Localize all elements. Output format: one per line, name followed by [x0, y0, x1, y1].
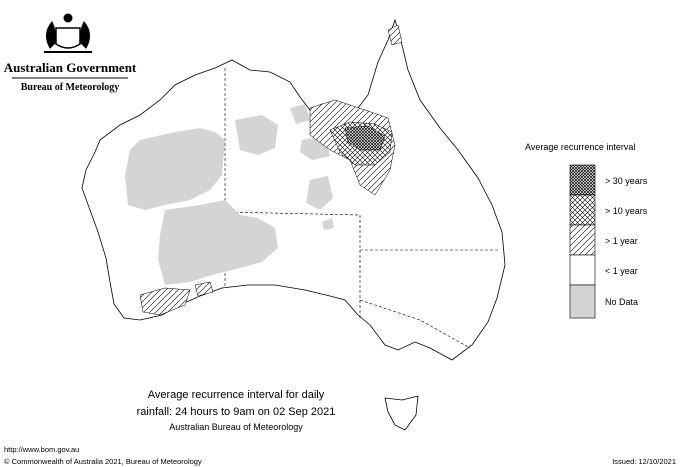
- header-subtitle: Bureau of Meteorology: [21, 82, 120, 93]
- no-data-areas: [125, 104, 334, 285]
- legend-label: > 30 years: [605, 176, 648, 186]
- footer-issued: Issued: 12/10/2021: [612, 457, 676, 466]
- legend: Average recurrence interval > 30 years >…: [525, 142, 648, 319]
- legend-swatch: [569, 224, 596, 256]
- footer-url: http://www.bom.gov.au: [4, 445, 79, 454]
- legend-label: > 1 year: [605, 236, 638, 246]
- legend-label: < 1 year: [605, 266, 638, 276]
- state-borders: [224, 68, 500, 349]
- legend-label: > 10 years: [605, 206, 648, 216]
- header-title: Australian Government: [4, 60, 137, 75]
- caption-line: Average recurrence interval for daily: [148, 389, 325, 401]
- tasmania: [384, 395, 419, 431]
- legend-swatch: [569, 284, 596, 319]
- recurrence-over-30-years: [344, 125, 386, 151]
- legend-title: Average recurrence interval: [525, 142, 635, 152]
- caption-source: Australian Bureau of Meteorology: [169, 422, 303, 432]
- crest: [44, 13, 92, 53]
- legend-swatch: [569, 194, 596, 226]
- legend-label: No Data: [605, 297, 638, 307]
- caption-line: rainfall: 24 hours to 9am on 02 Sep 2021: [137, 406, 336, 418]
- legend-swatch: [569, 164, 596, 196]
- footer-copyright: © Commonwealth of Australia 2021, Bureau…: [4, 457, 202, 466]
- legend-swatch: [569, 254, 596, 286]
